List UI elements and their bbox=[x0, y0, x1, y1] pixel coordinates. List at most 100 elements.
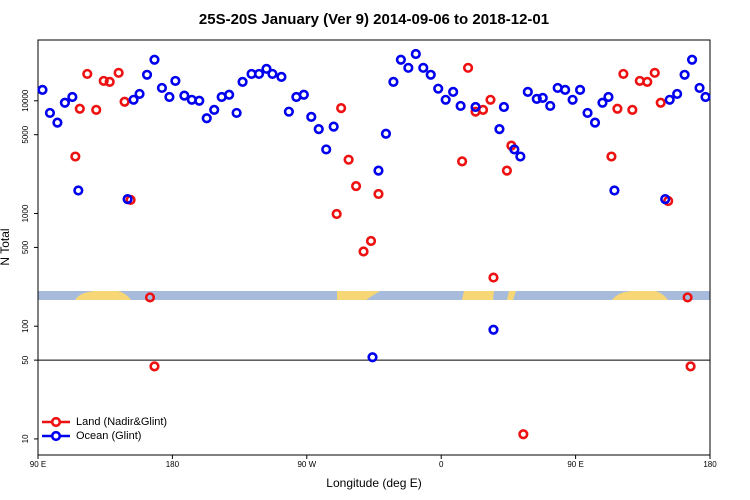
point bbox=[606, 151, 617, 162]
point bbox=[509, 144, 520, 155]
point bbox=[179, 90, 190, 101]
point bbox=[313, 124, 324, 135]
y-tick-label: 5000 bbox=[21, 125, 30, 143]
y-axis-label: N Total bbox=[0, 228, 12, 265]
point bbox=[545, 100, 556, 112]
point bbox=[694, 82, 705, 94]
point bbox=[433, 83, 444, 94]
x-tick-label: 180 bbox=[166, 460, 180, 469]
land-strip bbox=[337, 291, 380, 300]
point bbox=[73, 185, 84, 196]
point bbox=[224, 89, 235, 100]
point bbox=[612, 103, 623, 114]
point bbox=[531, 93, 542, 104]
point bbox=[350, 180, 362, 192]
point bbox=[336, 103, 347, 114]
point bbox=[457, 156, 468, 167]
point bbox=[261, 63, 272, 74]
point bbox=[52, 117, 63, 128]
point bbox=[70, 151, 81, 162]
point bbox=[642, 76, 653, 88]
point bbox=[82, 68, 93, 80]
legend-marker bbox=[50, 416, 62, 428]
point bbox=[37, 84, 48, 95]
point bbox=[425, 69, 436, 80]
point bbox=[201, 113, 212, 124]
point bbox=[98, 75, 109, 87]
point bbox=[358, 246, 369, 257]
point bbox=[170, 75, 181, 87]
point bbox=[501, 165, 513, 176]
land-strip bbox=[612, 291, 668, 300]
point bbox=[156, 82, 168, 94]
point bbox=[618, 68, 629, 80]
x-tick-label: 90 E bbox=[30, 460, 46, 469]
point bbox=[367, 352, 378, 363]
point bbox=[470, 101, 481, 113]
y-tick-label: 100 bbox=[21, 319, 30, 333]
point bbox=[567, 94, 578, 105]
land-strip bbox=[75, 291, 131, 300]
point bbox=[74, 103, 85, 114]
point bbox=[679, 69, 690, 80]
point bbox=[122, 194, 133, 205]
point bbox=[343, 154, 354, 165]
point bbox=[231, 107, 242, 119]
point bbox=[515, 151, 526, 162]
point bbox=[44, 107, 56, 119]
point bbox=[685, 361, 696, 372]
y-tick-label: 10 bbox=[21, 434, 30, 443]
point bbox=[494, 124, 505, 135]
point bbox=[664, 94, 675, 105]
x-tick-label: 90 W bbox=[297, 460, 316, 469]
x-tick-label: 0 bbox=[439, 460, 444, 469]
point bbox=[134, 88, 145, 100]
point bbox=[119, 96, 130, 107]
point bbox=[253, 68, 265, 80]
point bbox=[331, 208, 342, 220]
plot-frame bbox=[37, 39, 711, 456]
point bbox=[149, 54, 160, 65]
legend-label: Land (Nadir&Glint) bbox=[76, 416, 167, 428]
point bbox=[537, 92, 548, 104]
point bbox=[365, 235, 377, 247]
point bbox=[485, 94, 496, 105]
point bbox=[440, 94, 451, 105]
point bbox=[276, 71, 287, 82]
chart-title: 25S-20S January (Ver 9) 2014-09-06 to 20… bbox=[199, 11, 549, 28]
y-tick-label: 500 bbox=[21, 240, 30, 254]
point bbox=[267, 68, 278, 80]
point bbox=[597, 97, 608, 108]
point bbox=[283, 106, 294, 117]
point bbox=[67, 91, 78, 103]
point bbox=[660, 194, 671, 205]
point bbox=[574, 84, 586, 95]
point bbox=[518, 429, 529, 440]
point bbox=[380, 128, 392, 139]
y-tick-label: 10000 bbox=[21, 89, 30, 112]
point bbox=[194, 95, 205, 106]
point bbox=[488, 324, 499, 335]
point bbox=[373, 188, 384, 200]
point bbox=[373, 165, 384, 176]
point bbox=[144, 292, 156, 303]
point bbox=[418, 62, 429, 73]
land-strip bbox=[507, 291, 516, 300]
x-axis-label: Longitude (deg E) bbox=[326, 476, 421, 490]
land-strip bbox=[462, 291, 494, 300]
x-tick-label: 90 E bbox=[567, 460, 583, 469]
point bbox=[560, 84, 571, 95]
point bbox=[682, 292, 693, 303]
point bbox=[498, 101, 510, 113]
y-tick-label: 50 bbox=[21, 355, 30, 364]
point bbox=[149, 361, 160, 372]
point bbox=[328, 121, 339, 132]
point bbox=[582, 107, 593, 119]
point bbox=[589, 117, 601, 128]
point bbox=[164, 91, 175, 103]
ocean-strip bbox=[38, 291, 710, 300]
point bbox=[306, 111, 317, 122]
point bbox=[209, 104, 220, 115]
point bbox=[403, 62, 414, 73]
